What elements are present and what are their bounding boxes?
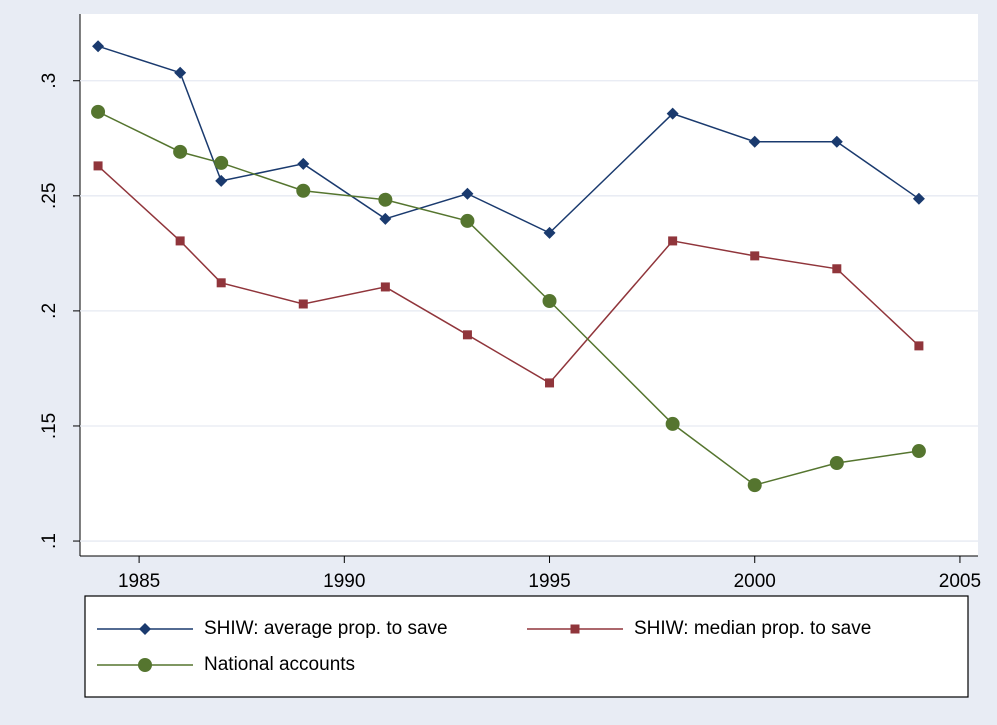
- marker: [92, 40, 105, 53]
- y-tick-label: .15: [39, 413, 60, 439]
- marker: [175, 236, 185, 246]
- marker: [832, 264, 842, 274]
- legend-marker: [138, 658, 152, 672]
- marker: [298, 299, 308, 309]
- marker: [214, 155, 229, 170]
- marker: [91, 104, 106, 119]
- legend: [84, 595, 969, 698]
- marker: [174, 66, 187, 79]
- marker: [297, 157, 310, 170]
- legend-label: SHIW: average prop. to save: [204, 618, 448, 639]
- marker: [747, 478, 762, 493]
- marker: [542, 293, 557, 308]
- marker: [378, 192, 393, 207]
- legend-marker: [139, 623, 151, 635]
- marker: [545, 378, 555, 388]
- plot-area: [80, 14, 978, 556]
- x-tick-label: 1990: [323, 571, 365, 592]
- x-tick-label: 1985: [118, 571, 160, 592]
- y-tick-label: .3: [39, 73, 60, 89]
- marker: [461, 187, 474, 200]
- marker: [215, 174, 228, 187]
- marker: [750, 251, 760, 261]
- marker: [912, 192, 925, 205]
- marker: [748, 135, 761, 148]
- marker: [460, 213, 475, 228]
- x-tick-label: 2000: [734, 571, 776, 592]
- y-tick-label: .25: [39, 183, 60, 209]
- marker: [380, 282, 390, 292]
- marker: [665, 416, 680, 431]
- x-tick-label: 2005: [939, 571, 981, 592]
- marker: [462, 330, 472, 340]
- marker: [379, 212, 392, 225]
- legend-marker: [570, 624, 580, 634]
- marker: [829, 456, 844, 471]
- marker: [543, 226, 556, 239]
- marker: [93, 161, 103, 171]
- y-tick-label: .1: [39, 533, 60, 549]
- marker: [666, 107, 679, 120]
- marker: [216, 278, 226, 288]
- legend-label: National accounts: [204, 654, 355, 675]
- legend-label: SHIW: median prop. to save: [634, 618, 871, 639]
- y-tick-label: .2: [39, 303, 60, 319]
- marker: [911, 444, 926, 459]
- marker: [173, 144, 188, 159]
- x-tick-label: 1995: [528, 571, 570, 592]
- marker: [914, 341, 924, 351]
- marker: [668, 236, 678, 246]
- marker: [830, 135, 843, 148]
- marker: [296, 183, 311, 198]
